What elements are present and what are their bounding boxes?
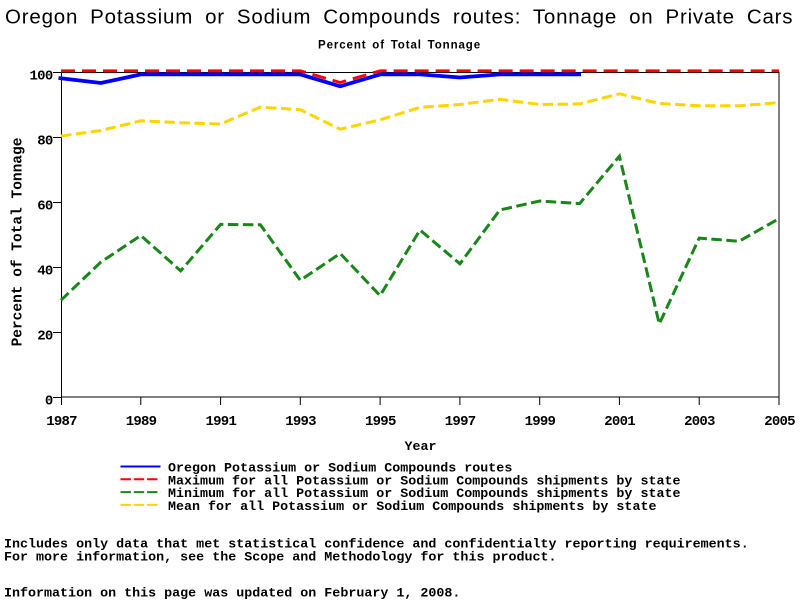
svg-text:For more information, see the: For more information, see the Scope and … — [4, 551, 557, 566]
svg-text:Maximum for all Potassium or S: Maximum for all Potassium or Sodium Comp… — [168, 474, 680, 489]
svg-text:1991: 1991 — [205, 414, 236, 430]
svg-text:2001: 2001 — [604, 414, 635, 430]
svg-text:1993: 1993 — [285, 414, 316, 430]
svg-text:2005: 2005 — [764, 414, 795, 430]
svg-text:Information on this page was u: Information on this page was updated on … — [4, 587, 460, 600]
svg-text:2003: 2003 — [684, 414, 715, 430]
svg-text:Minimum for all Potassium or S: Minimum for all Potassium or Sodium Comp… — [168, 487, 680, 502]
svg-text:1997: 1997 — [445, 414, 476, 430]
svg-text:60: 60 — [37, 199, 53, 215]
svg-text:1987: 1987 — [46, 414, 77, 430]
svg-text:20: 20 — [37, 329, 53, 345]
svg-text:Mean for all Potassium or Sodi: Mean for all Potassium or Sodium Compoun… — [168, 500, 656, 515]
svg-text:Oregon Potassium or Sodium Com: Oregon Potassium or Sodium Compounds rou… — [5, 6, 793, 29]
svg-text:Year: Year — [404, 440, 436, 455]
svg-text:Oregon Potassium or Sodium Com: Oregon Potassium or Sodium Compounds rou… — [168, 462, 512, 477]
svg-text:0: 0 — [45, 394, 53, 410]
svg-text:Percent of Total Tonnage: Percent of Total Tonnage — [11, 138, 27, 347]
svg-text:Percent of Total Tonnage: Percent of Total Tonnage — [318, 39, 481, 51]
svg-text:40: 40 — [37, 264, 53, 280]
svg-text:1995: 1995 — [365, 414, 396, 430]
svg-text:1999: 1999 — [525, 414, 556, 430]
svg-text:100: 100 — [30, 69, 53, 85]
svg-text:Includes only data that met st: Includes only data that met statistical … — [4, 538, 749, 553]
svg-text:80: 80 — [37, 134, 53, 150]
svg-text:1989: 1989 — [126, 414, 157, 430]
